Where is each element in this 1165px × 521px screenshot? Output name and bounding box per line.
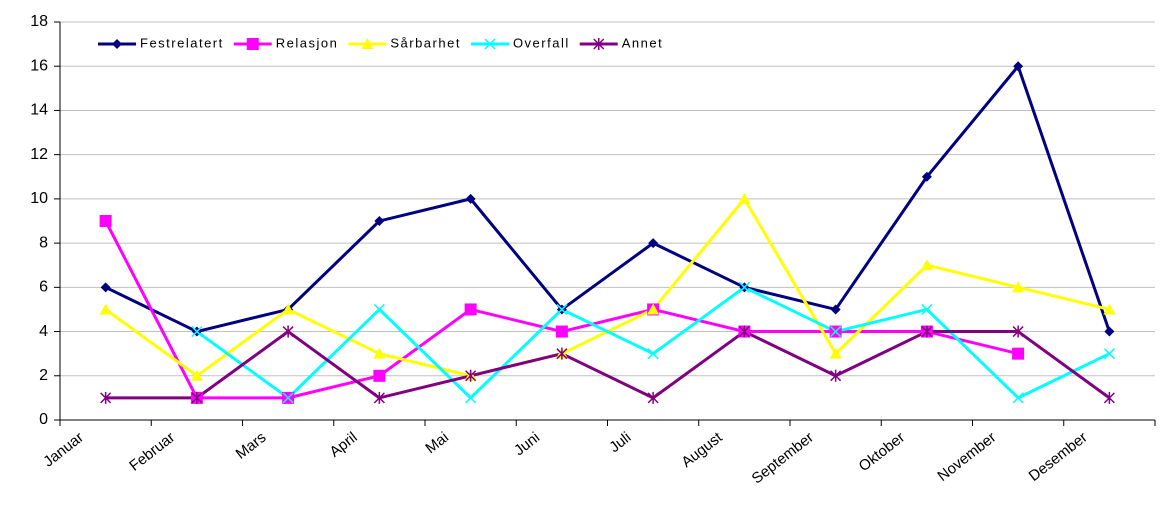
y-tick-label: 16 bbox=[30, 57, 48, 74]
data-point bbox=[282, 303, 295, 315]
data-point bbox=[556, 303, 568, 315]
y-tick-label: 8 bbox=[39, 234, 48, 251]
data-point bbox=[100, 391, 112, 404]
x-tick-label: Juni bbox=[511, 429, 543, 459]
data-point bbox=[465, 392, 477, 404]
legend-label: Overfall bbox=[513, 35, 570, 50]
data-point bbox=[556, 347, 568, 360]
data-point bbox=[920, 259, 933, 271]
data-point bbox=[1012, 347, 1025, 360]
data-point bbox=[374, 216, 385, 226]
data-point bbox=[921, 171, 932, 182]
x-tick-label: Juli bbox=[606, 429, 634, 456]
legend-marker bbox=[246, 38, 259, 50]
y-tick-label: 18 bbox=[30, 13, 48, 30]
data-point bbox=[373, 347, 386, 359]
legend-marker bbox=[484, 38, 496, 50]
data-point bbox=[99, 303, 112, 315]
series-line bbox=[105, 330, 1111, 400]
legend-item: Annet bbox=[579, 35, 663, 50]
series-line bbox=[104, 64, 1111, 334]
data-point bbox=[373, 303, 385, 315]
legend-item: Festrelatert bbox=[98, 35, 224, 50]
data-point bbox=[191, 391, 203, 404]
legend-label: Annet bbox=[622, 35, 663, 50]
legend-item: Relasjon bbox=[233, 35, 339, 50]
data-point bbox=[465, 369, 477, 382]
data-point bbox=[921, 325, 933, 338]
data-point bbox=[191, 326, 203, 338]
data-point bbox=[829, 347, 842, 359]
data-point bbox=[555, 325, 568, 338]
x-tick-label: November bbox=[934, 429, 999, 485]
legend-label: Sårbarhet bbox=[390, 35, 461, 50]
y-tick-label: 4 bbox=[39, 323, 48, 340]
legend-marker bbox=[112, 39, 122, 49]
data-point bbox=[738, 281, 750, 293]
data-point bbox=[648, 238, 659, 249]
data-point bbox=[282, 325, 294, 338]
y-tick-label: 14 bbox=[30, 102, 48, 119]
legend-marker bbox=[361, 38, 374, 49]
data-point bbox=[1012, 392, 1024, 404]
data-point bbox=[99, 215, 112, 227]
data-point bbox=[373, 369, 386, 382]
legend-item: Overfall bbox=[470, 35, 570, 50]
x-tick-label: Mars bbox=[233, 429, 270, 463]
x-tick-label: Mai bbox=[422, 429, 452, 457]
data-point bbox=[647, 303, 660, 315]
x-tick-label: April bbox=[327, 429, 361, 461]
y-tick-label: 6 bbox=[39, 279, 48, 296]
legend-label: Festrelatert bbox=[140, 35, 224, 50]
data-point bbox=[830, 369, 842, 382]
y-tick-label: 2 bbox=[39, 367, 48, 384]
data-point bbox=[738, 325, 750, 338]
data-point bbox=[1012, 281, 1025, 293]
data-point bbox=[647, 348, 659, 360]
data-point bbox=[282, 392, 294, 404]
data-point bbox=[738, 192, 751, 204]
data-point bbox=[1104, 326, 1115, 337]
data-point bbox=[647, 391, 659, 404]
data-point bbox=[1103, 391, 1115, 404]
y-tick-label: 10 bbox=[30, 190, 48, 207]
legend-label: Relasjon bbox=[276, 35, 339, 50]
data-point bbox=[1103, 348, 1115, 360]
data-point bbox=[100, 282, 111, 293]
y-tick-label: 12 bbox=[30, 146, 48, 163]
x-tick-label: August bbox=[678, 428, 726, 471]
data-point bbox=[1012, 325, 1024, 338]
x-tick-label: Januar bbox=[40, 429, 87, 471]
legend-item: Sårbarhet bbox=[348, 35, 461, 50]
data-point bbox=[1013, 61, 1024, 72]
legend-marker bbox=[593, 38, 605, 50]
data-point bbox=[921, 303, 933, 315]
data-point bbox=[465, 193, 476, 204]
x-tick-label: Desember bbox=[1026, 429, 1091, 485]
data-point bbox=[190, 369, 203, 381]
data-point bbox=[830, 326, 842, 338]
x-tick-label: September bbox=[749, 429, 817, 488]
data-point bbox=[373, 391, 385, 404]
data-point bbox=[464, 303, 477, 316]
data-point bbox=[1103, 303, 1116, 315]
x-tick-label: Oktober bbox=[856, 429, 909, 475]
x-tick-label: Februar bbox=[126, 429, 178, 475]
data-point bbox=[830, 304, 841, 315]
y-tick-label: 0 bbox=[39, 411, 48, 428]
